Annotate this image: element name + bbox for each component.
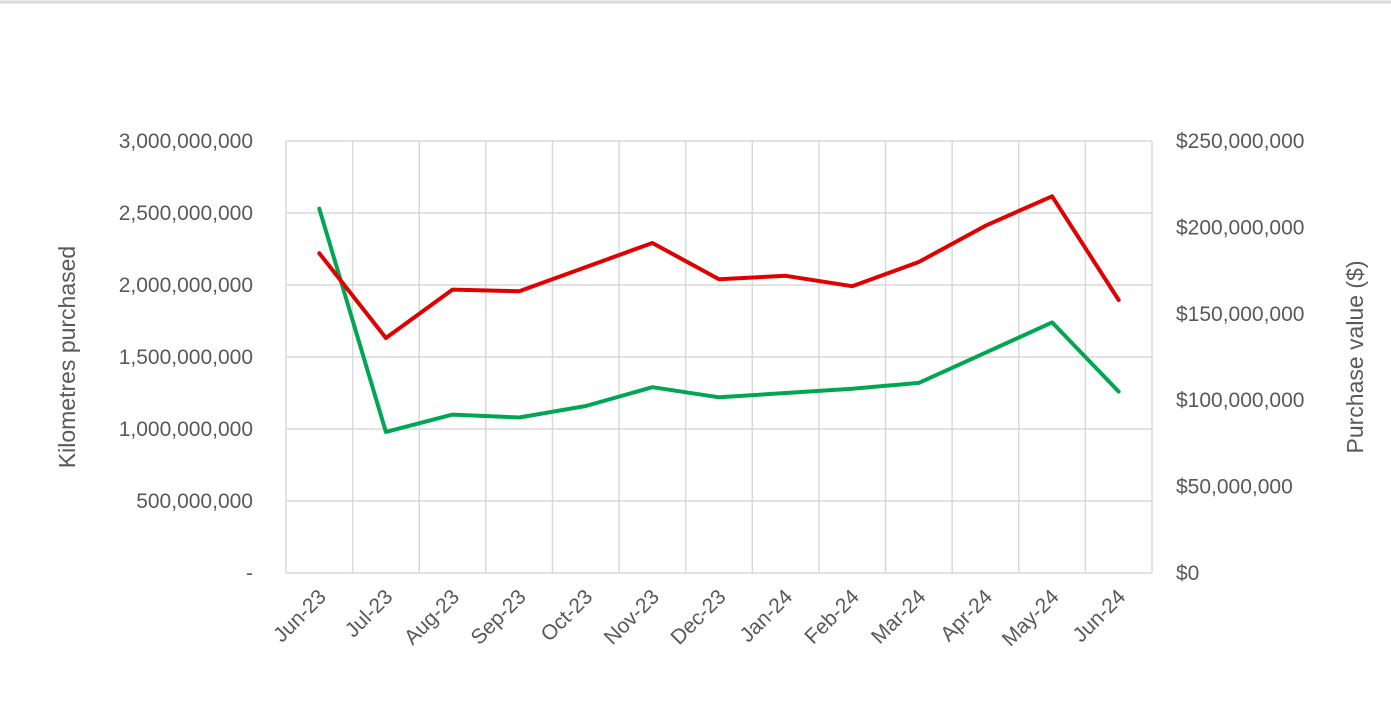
left-axis-tick-label: 1,500,000,000 [119,346,253,369]
x-axis-tick-label: Feb-24 [800,585,864,649]
left-axis-tick-label: 2,000,000,000 [119,274,253,297]
right-axis-tick-label: $50,000,000 [1176,476,1293,499]
x-axis-tick-label: Jun-23 [269,585,331,647]
right-axis-tick-label: $150,000,000 [1176,303,1304,326]
left-axis-tick-label: 1,000,000,000 [119,418,253,441]
x-axis-tick-label: Aug-23 [400,585,464,649]
series-line-left-axis [317,206,1121,434]
x-axis-tick-label: Mar-24 [867,585,931,649]
x-axis-tick-label: Oct-23 [536,585,597,646]
right-axis-tick-label: $100,000,000 [1176,389,1304,412]
left-axis-tick-label: 500,000,000 [136,490,253,513]
left-axis-tick-label: 3,000,000,000 [119,130,253,153]
left-axis-ticks: - 500,000,000 1,000,000,000 1,500,000,000 2,… [119,130,253,585]
x-axis-tick-label: Sep-23 [467,585,531,649]
x-axis-tick-label: Dec-23 [666,585,730,649]
x-axis-tick-label: Apr-24 [936,585,997,646]
right-axis-ticks: $0 $50,000,000 $100,000,000 $150,000,000 $20… [1176,130,1304,585]
x-axis-tick-label: Jun-24 [1069,585,1131,647]
series-line-right-axis [317,194,1121,340]
right-axis-title: Purchase value ($) [1342,260,1368,453]
right-axis-tick-label: $200,000,000 [1176,216,1304,239]
gridlines [285,140,1153,574]
x-axis-tick-label: Jan-24 [735,585,797,647]
series-lines [317,194,1121,434]
left-axis-tick-label: - [246,562,253,585]
right-axis-tick-label: $0 [1176,562,1199,585]
right-axis-tick-label: $250,000,000 [1176,130,1304,153]
x-axis-ticks: Jun-23 Jul-23 Aug-23 Sep-23 Oct-23 Nov-23 Dec-… [269,585,1130,651]
left-axis-tick-label: 2,500,000,000 [119,202,253,225]
x-axis-tick-label: Jul-23 [341,585,398,642]
x-axis-tick-label: May-24 [998,585,1064,651]
left-axis-title: Kilometres purchased [54,246,80,468]
x-axis-tick-label: Nov-23 [600,585,664,649]
